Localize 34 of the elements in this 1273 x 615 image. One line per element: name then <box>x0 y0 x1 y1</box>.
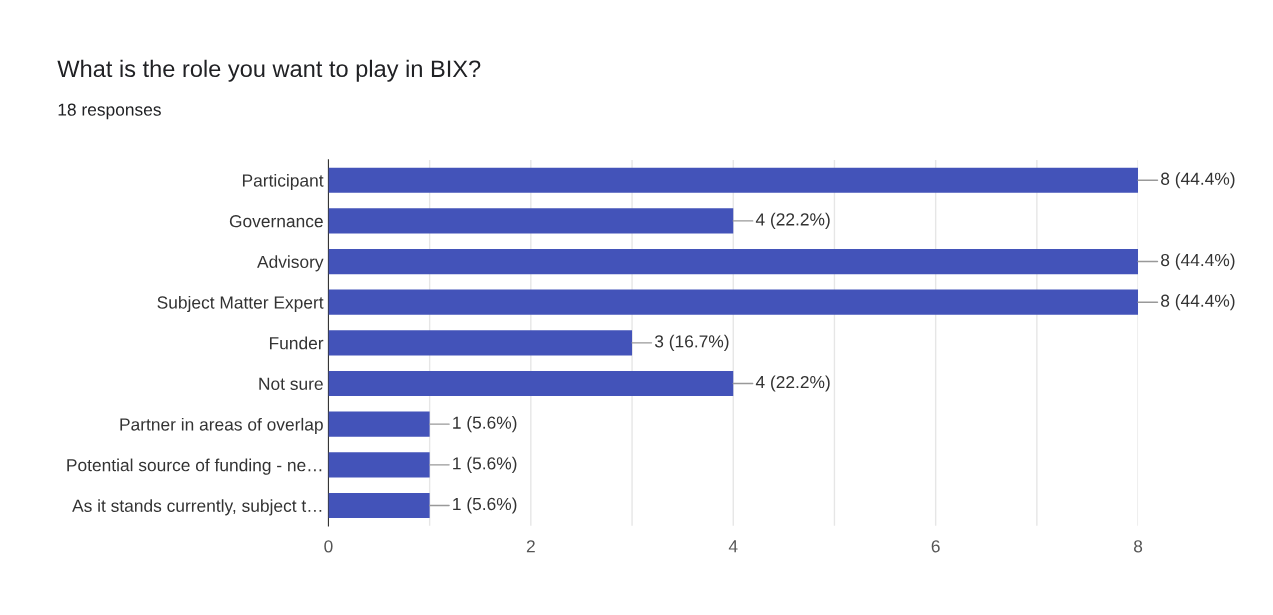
data-label: 8 (44.4%) <box>1161 172 1235 189</box>
y-tick-label: Funder <box>269 336 324 350</box>
bar <box>328 370 734 397</box>
y-tick-label: As it stands currently, subject t… <box>72 499 322 516</box>
y-tick-label: Governance <box>229 215 323 228</box>
bar <box>328 492 430 519</box>
x-tick-label: 2 <box>526 540 535 553</box>
data-label: 4 (22.2%) <box>755 212 830 229</box>
y-tick-label: Advisory <box>257 255 324 272</box>
data-label: 1 (5.6%) <box>453 456 517 473</box>
bar <box>328 167 1139 193</box>
bar <box>328 452 430 478</box>
bar <box>328 411 430 437</box>
x-tick-label: 4 <box>728 540 738 553</box>
bar <box>328 289 1139 315</box>
y-tick-label: Partner in areas of overlap <box>120 417 323 435</box>
text: 18 responses <box>58 103 161 120</box>
y-tick-label: Not sure <box>259 377 323 390</box>
data-label: 1 (5.6%) <box>453 416 517 433</box>
data-label: 8 (44.4%) <box>1161 253 1235 270</box>
bar <box>328 208 734 234</box>
bar <box>328 330 633 356</box>
data-label: 4 (22.2%) <box>755 375 830 392</box>
y-tick-label: Participant <box>242 173 324 191</box>
x-tick-label: 8 <box>1133 540 1143 553</box>
y-tick-label: Subject Matter Expert <box>157 295 324 313</box>
bar <box>328 248 1139 275</box>
x-tick-label: 6 <box>931 540 940 553</box>
data-label: 3 (16.7%) <box>654 334 729 351</box>
chart-title: What is the role you want to play in BIX? <box>57 59 481 82</box>
data-label: 8 (44.4%) <box>1161 294 1235 311</box>
x-tick-label: 0 <box>324 540 333 553</box>
y-tick-label: Potential source of funding - ne… <box>67 458 322 475</box>
data-label: 1 (5.6%) <box>453 497 517 514</box>
